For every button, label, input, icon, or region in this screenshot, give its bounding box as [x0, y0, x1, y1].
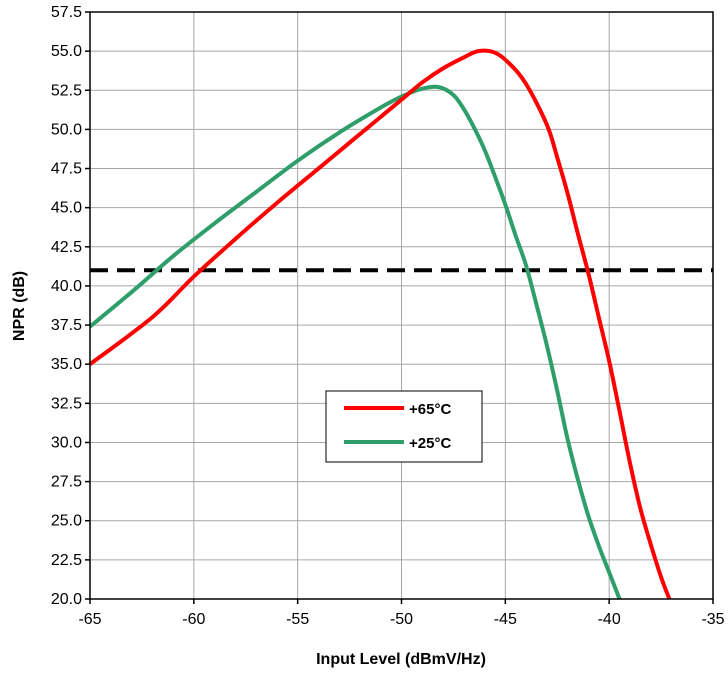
legend: +65°C +25°C — [325, 390, 483, 463]
x-tick-label: -60 — [182, 611, 205, 628]
series-line-25c — [88, 84, 622, 600]
y-tick-label: 47.5 — [51, 161, 82, 178]
y-tick-label: 45.0 — [51, 200, 82, 217]
legend-box — [325, 390, 483, 463]
y-tick-label: 57.5 — [51, 4, 82, 21]
x-tick-label: -35 — [701, 611, 724, 628]
y-tick-label: 30.0 — [51, 434, 82, 451]
y-tick-label: 20.0 — [51, 591, 82, 608]
y-tick-label: 52.5 — [51, 82, 82, 99]
y-tick-label: 32.5 — [51, 395, 82, 412]
series-line-65c — [88, 48, 672, 600]
y-tick-label: 50.0 — [51, 121, 82, 138]
y-tick-label: 27.5 — [51, 474, 82, 491]
legend-label-25c: +25°C — [409, 435, 451, 452]
y-tick-label: 22.5 — [51, 552, 82, 569]
legend-label-65c: +65°C — [409, 401, 451, 418]
y-tick-label: 25.0 — [51, 513, 82, 530]
y-tick-label: 37.5 — [51, 317, 82, 334]
x-tick-label: -45 — [494, 611, 517, 628]
y-tick-label: 40.0 — [51, 278, 82, 295]
x-axis-ticks: -65 -60 -55 -50 -45 -40 -35 — [78, 599, 725, 628]
x-tick-label: -55 — [286, 611, 309, 628]
y-tick-label: 55.0 — [51, 43, 82, 60]
series-layer — [88, 48, 672, 600]
x-tick-label: -65 — [78, 611, 101, 628]
x-tick-label: -40 — [598, 611, 621, 628]
y-axis-label: NPR (dB) — [11, 271, 28, 341]
y-tick-label: 42.5 — [51, 239, 82, 256]
y-axis-ticks: 20.0 22.5 25.0 27.5 30.0 32.5 35.0 37.5 40.0 42.5… — [51, 4, 90, 608]
x-axis-label: Input Level (dBmV/Hz) — [316, 651, 486, 668]
y-tick-label: 35.0 — [51, 356, 82, 373]
x-tick-label: -50 — [390, 611, 413, 628]
